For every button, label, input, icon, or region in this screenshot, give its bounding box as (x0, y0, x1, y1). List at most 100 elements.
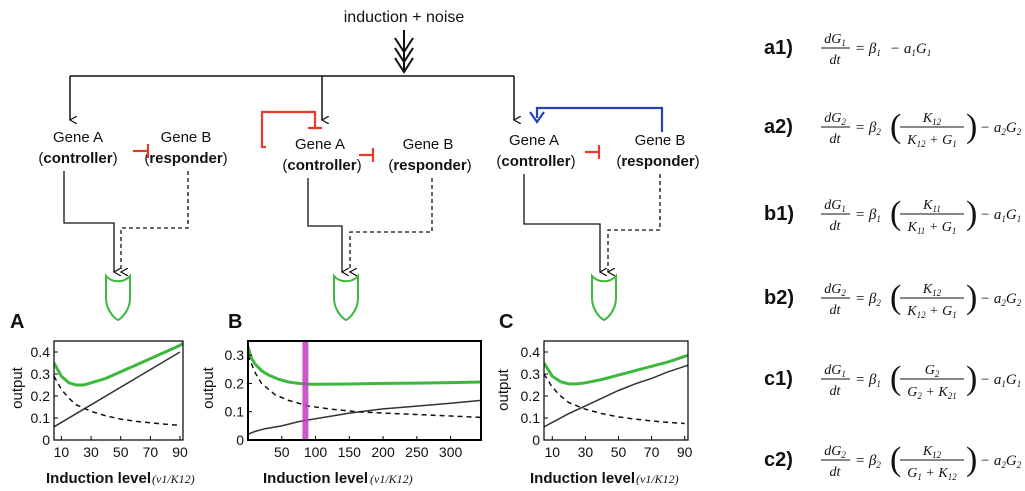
circuit-a-gene-b-role: responder (149, 150, 223, 167)
plot-c-xtick-label: 70 (644, 444, 660, 460)
equation-decay-term: − a1G1 (980, 207, 1021, 224)
equation-frac-denominator: G1 + K12 (907, 466, 957, 482)
circuit-b-gene-a-role: controller (287, 157, 356, 174)
circuit-a-output-lines (63, 171, 189, 272)
equation-left-paren: ( (890, 108, 901, 145)
plot-b-series-1 (248, 399, 481, 435)
panel-c-letter: C (499, 311, 513, 333)
plot-b-xtick-label: 150 (338, 444, 362, 460)
circuit-c-activation-arrow (529, 106, 664, 132)
equation-b1: b1) dG1 dt = β1 (K11 K11 + G1) − a1G1 (764, 195, 1021, 236)
equation-lhs-denominator: dt (830, 384, 842, 399)
equation-right-paren: ) (966, 279, 977, 316)
plot-a-axes-frame (53, 340, 184, 441)
plot-b-axes-frame (247, 340, 482, 441)
equation-c2: c2) dG2 dt = β2 (K12 G1 + K12) − a2G2 (764, 441, 1022, 482)
circuit-b-gene-b: Gene B (403, 136, 454, 153)
panel-b-letter: B (228, 311, 242, 333)
equation-label: a2) (764, 116, 793, 138)
plot-b-ytick-label: 0.1 (225, 404, 245, 420)
plot-a-ytick-label: 0.1 (31, 410, 51, 426)
plot-a: 10 30 50 70 90 0 0.1 0.2 0.3 0.4 (31, 340, 188, 460)
plot-c-xlabel: Induction level (ν1/K12) (530, 470, 679, 487)
circuit-a-gene-a-role: controller (43, 150, 112, 167)
plot-c-xlabel-text: Induction level (530, 470, 635, 487)
plot-a-xlabel-text: Induction level (46, 470, 151, 487)
plot-c: 10 30 50 70 90 0 0.1 0.2 0.3 0.4 (521, 340, 693, 460)
plot-c-ytick-label: 0.2 (521, 388, 541, 404)
plot-b-xlabel-math: (ν1/K12) (370, 472, 413, 486)
equation-lhs-numerator: dG1 (824, 198, 846, 214)
circuit-a-output-gate (105, 273, 131, 322)
plot-a-xlabel: Induction level (ν1/K12) (46, 470, 195, 487)
equation-rhs-start: = β1 (855, 207, 881, 224)
induction-input-arrow (394, 30, 414, 74)
plot-c-ytick-label: 0.3 (521, 366, 541, 382)
circuit-b-gene-a-role-line: (controller) (282, 157, 361, 174)
equation-frac-numerator: K12 (922, 444, 942, 460)
plot-c-xtick-label: 10 (544, 444, 560, 460)
plot-b-xtick-label: 300 (439, 444, 463, 460)
circuit-b: Gene A (controller) Gene B (responder) (260, 110, 472, 322)
plot-b-ytick-label: 0 (236, 432, 244, 448)
equation-a1: a1) dG1 dt = β1 − a1G1 (764, 32, 931, 68)
circuit-b-repression-arrow (359, 148, 375, 162)
plot-a-xtick-label: 30 (83, 444, 99, 460)
circuit-c-gene-a: Gene A (509, 132, 559, 149)
panel-a-letter: A (10, 311, 24, 333)
plot-c-xtick-label: 90 (677, 444, 693, 460)
plot-b-xlabel-text: Induction level (263, 470, 368, 487)
plot-b-xlabel: Induction level (ν1/K12) (263, 470, 413, 487)
equation-left-paren: ( (890, 441, 901, 478)
plot-c-ytick-label: 0.1 (521, 410, 541, 426)
equation-lhs-denominator: dt (830, 53, 842, 68)
plot-c-xtick-label: 30 (578, 444, 594, 460)
plot-a-ytick-label: 0.3 (31, 366, 51, 382)
circuit-a-gene-a: Gene A (53, 129, 103, 146)
circuit-a-repression-arrow (133, 144, 150, 158)
induction-noise-label: induction + noise (344, 9, 465, 26)
equation-right-paren: ) (966, 441, 977, 478)
plot-a-xtick-label: 50 (113, 444, 129, 460)
equation-decay-term: − a1G1 (890, 41, 931, 58)
circuit-c: Gene A (controller) Gene B (responder) (496, 106, 700, 322)
equation-frac-numerator: K12 (922, 111, 942, 127)
circuit-c-gene-a-role: controller (501, 153, 570, 170)
plot-a-xtick-label: 70 (143, 444, 159, 460)
equation-label: c1) (764, 368, 793, 390)
equation-frac-numerator: K11 (922, 198, 941, 214)
equation-decay-term: − a2G2 (980, 120, 1022, 137)
circuit-b-self-repression-arrow (260, 110, 322, 149)
equation-frac-numerator: K12 (922, 282, 942, 298)
plot-b-ytick-label: 0.2 (225, 375, 245, 391)
plot-a-xtick-label: 10 (54, 444, 70, 460)
equations: a1) dG1 dt = β1 − a1G1 a2) dG2 dt = β2 (K12 K12 + … (764, 32, 1022, 482)
plot-b-xtick-label: 250 (405, 444, 429, 460)
plot-b-xtick-label: 200 (371, 444, 395, 460)
equation-c1: c1) dG1 dt = β1 (G2 G2 + K21) − a1G1 (764, 360, 1021, 401)
plot-c-ytick-label: 0 (532, 432, 540, 448)
plot-c-series-2 (544, 373, 685, 425)
plot-c-axes-frame (543, 340, 689, 441)
equation-right-paren: ) (966, 195, 977, 232)
circuit-b-gene-b-role-line: (responder) (388, 157, 471, 174)
equation-label: b2) (764, 287, 794, 309)
equation-decay-term: − a2G2 (980, 291, 1022, 308)
equation-b2: b2) dG2 dt = β2 (K12 K12 + G1) − a2G2 (764, 279, 1022, 320)
equation-decay-term: − a1G1 (980, 372, 1021, 389)
plot-a-xlabel-math: (ν1/K12) (152, 472, 195, 486)
equation-label: a1) (764, 37, 793, 59)
circuit-c-gene-b-role: responder (621, 153, 695, 170)
equation-lhs-denominator: dt (830, 219, 842, 234)
circuit-b-output-gate (333, 273, 359, 322)
plot-a-xtick-label: 90 (172, 444, 188, 460)
plot-a-ytick-label: 0 (42, 432, 50, 448)
induction-distribution-lines (70, 75, 514, 120)
equation-lhs-numerator: dG2 (824, 444, 846, 460)
equation-label: b1) (764, 203, 794, 225)
equation-decay-term: − a2G2 (980, 453, 1022, 470)
equation-rhs-start: = β2 (855, 453, 881, 470)
equation-lhs-denominator: dt (830, 465, 842, 480)
equation-left-paren: ( (890, 279, 901, 316)
plot-c-ylabel: output (495, 368, 512, 411)
